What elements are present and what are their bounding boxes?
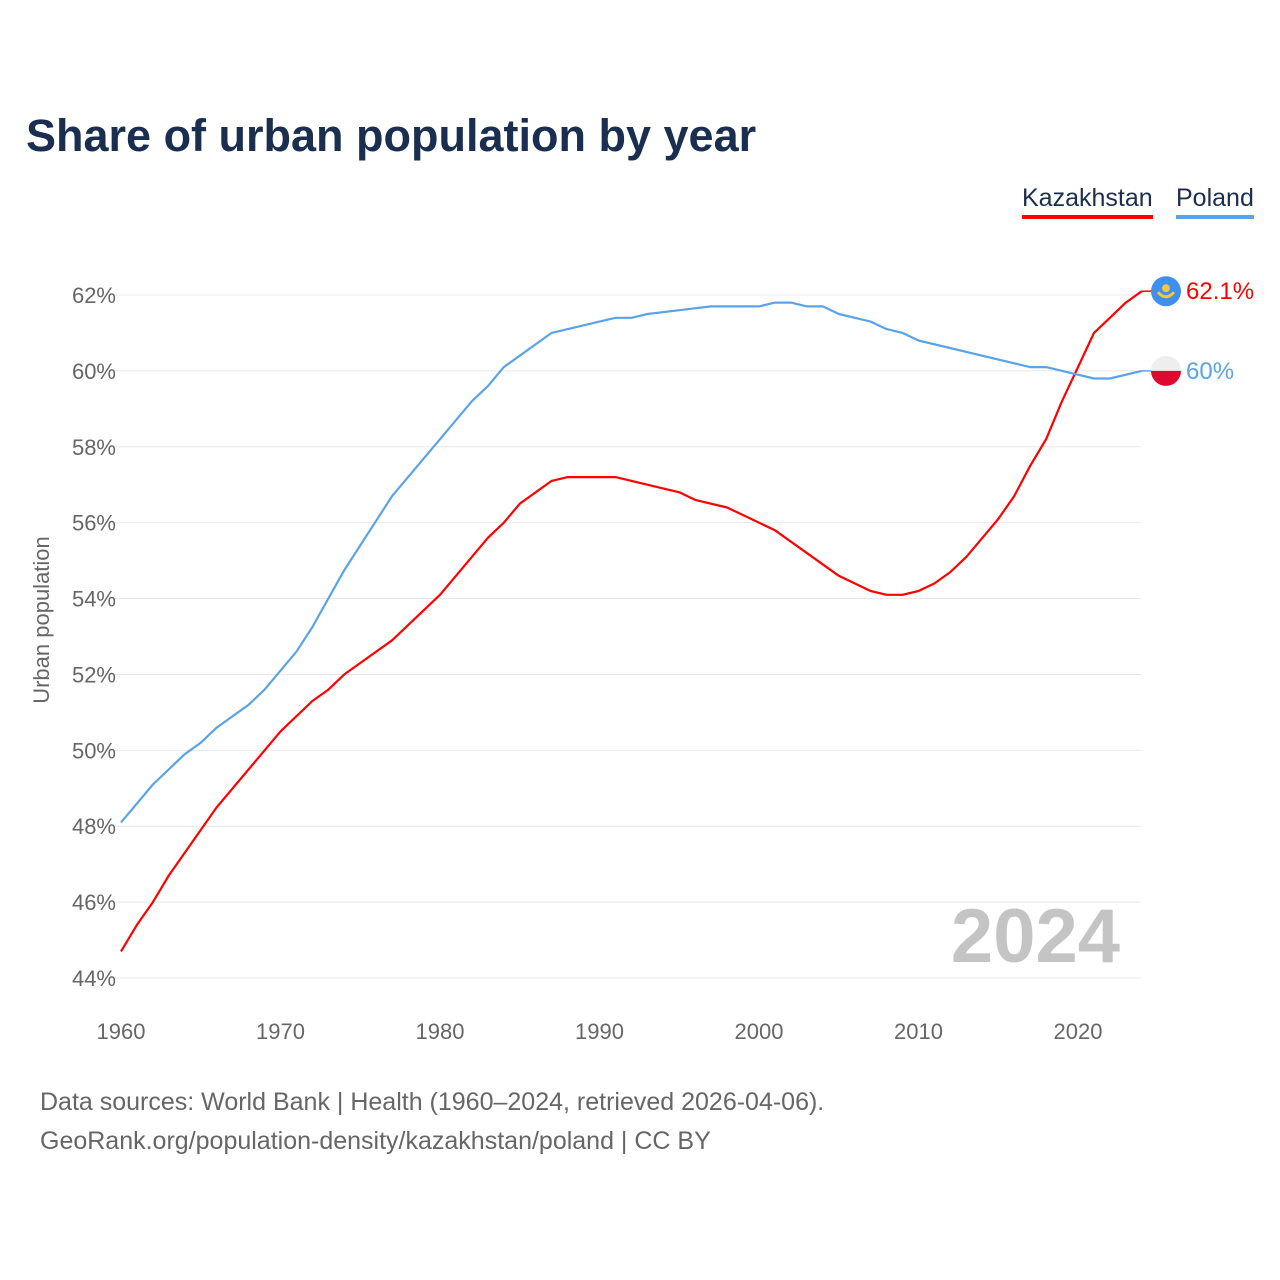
x-tick-label: 2010 — [894, 1019, 943, 1044]
x-tick-label: 1960 — [97, 1019, 146, 1044]
series-line-poland — [120, 301, 1143, 824]
series-line-kazakhstan — [120, 290, 1143, 952]
y-tick-label: 50% — [72, 738, 116, 763]
legend-poland[interactable]: Poland — [1176, 184, 1254, 219]
end-value-label: 62.1% — [1186, 278, 1254, 305]
y-tick-label: 52% — [72, 662, 116, 687]
flag-eagle — [1156, 291, 1176, 299]
y-tick-label: 62% — [72, 283, 116, 308]
y-tick-label: 44% — [72, 966, 116, 991]
x-tick-label: 1970 — [256, 1019, 305, 1044]
source-link[interactable]: GeoRank.org/population-density/kazakhsta… — [40, 1127, 711, 1155]
source-text: Data sources: World Bank | Health (1960–… — [40, 1088, 825, 1116]
chart-title: Share of urban population by year — [26, 110, 757, 161]
y-tick-label: 48% — [72, 814, 116, 839]
y-tick-label: 54% — [72, 587, 116, 612]
y-tick-label: 60% — [72, 359, 116, 384]
end-value-label: 60% — [1186, 358, 1234, 385]
flag-sun — [1162, 284, 1170, 293]
x-tick-label: 1990 — [575, 1019, 624, 1044]
y-tick-label: 46% — [72, 890, 116, 915]
legend-kazakhstan[interactable]: Kazakhstan — [1022, 184, 1153, 219]
x-tick-label: 2000 — [735, 1019, 784, 1044]
x-tick-label: 1980 — [416, 1019, 465, 1044]
y-tick-label: 58% — [72, 435, 116, 460]
y-tick-label: 56% — [72, 511, 116, 536]
year-label: 2024 — [951, 894, 1120, 979]
x-tick-label: 2020 — [1054, 1019, 1103, 1044]
poland-flag-red — [1151, 370, 1181, 386]
poland-flag-icon — [1151, 355, 1181, 371]
